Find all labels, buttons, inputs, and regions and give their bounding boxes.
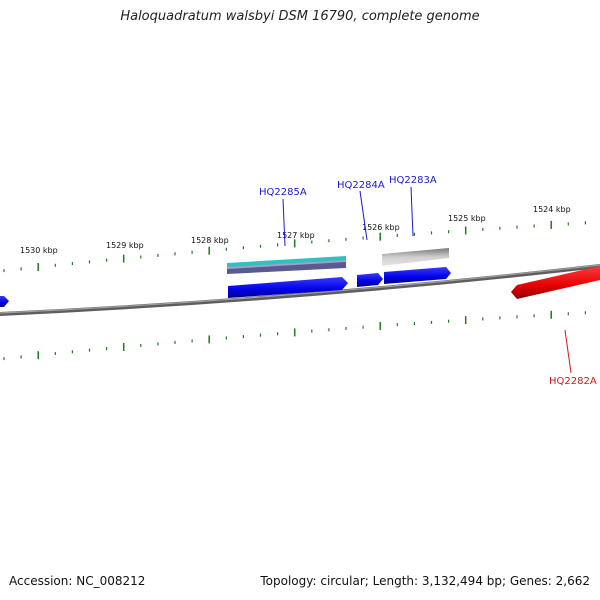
kbp-label-1524: 1524 kbp bbox=[533, 205, 571, 214]
genome-stats-label: Topology: circular; Length: 3,132,494 bp… bbox=[260, 574, 590, 588]
gene-label-hq2282a[interactable]: HQ2282A bbox=[549, 376, 597, 387]
gene-label-hq2283a[interactable]: HQ2283A bbox=[389, 175, 437, 186]
gene-arrow-hq2285a[interactable] bbox=[228, 277, 348, 298]
inner-tick-ring bbox=[3, 310, 587, 361]
gene-arrow-hq2284a[interactable] bbox=[357, 273, 383, 287]
kbp-label-1528: 1528 kbp bbox=[191, 236, 229, 245]
gene-arrow-left-edge[interactable] bbox=[0, 296, 9, 307]
gene-arrow-hq2283a[interactable] bbox=[384, 267, 451, 284]
gene-label-hq2285a[interactable]: HQ2285A bbox=[259, 187, 307, 198]
kbp-label-1525: 1525 kbp bbox=[448, 214, 486, 223]
feature-teal-bar[interactable] bbox=[227, 256, 346, 267]
feature-grey-bar[interactable] bbox=[382, 248, 449, 266]
genome-backbone bbox=[0, 264, 600, 316]
accession-label: Accession: NC_008212 bbox=[9, 574, 146, 588]
map-title: Haloquadratum walsbyi DSM 16790, complet… bbox=[120, 9, 480, 24]
leader-line-hq2283a bbox=[410, 186, 414, 237]
kbp-label-1529: 1529 kbp bbox=[106, 241, 144, 250]
kbp-label-1527: 1527 kbp bbox=[277, 231, 315, 240]
leader-line-hq2284a bbox=[359, 190, 368, 241]
outer-tick-ring bbox=[3, 220, 587, 273]
kbp-label-1526: 1526 kbp bbox=[362, 223, 400, 232]
kbp-label-1530: 1530 kbp bbox=[20, 246, 58, 255]
leader-line-hq2282a bbox=[564, 329, 572, 374]
leader-line-hq2285a bbox=[282, 198, 286, 247]
gene-arrow-hq2282a[interactable] bbox=[511, 266, 600, 299]
genome-backbone-highlight bbox=[0, 264, 600, 314]
gene-label-hq2284a[interactable]: HQ2284A bbox=[337, 180, 385, 191]
